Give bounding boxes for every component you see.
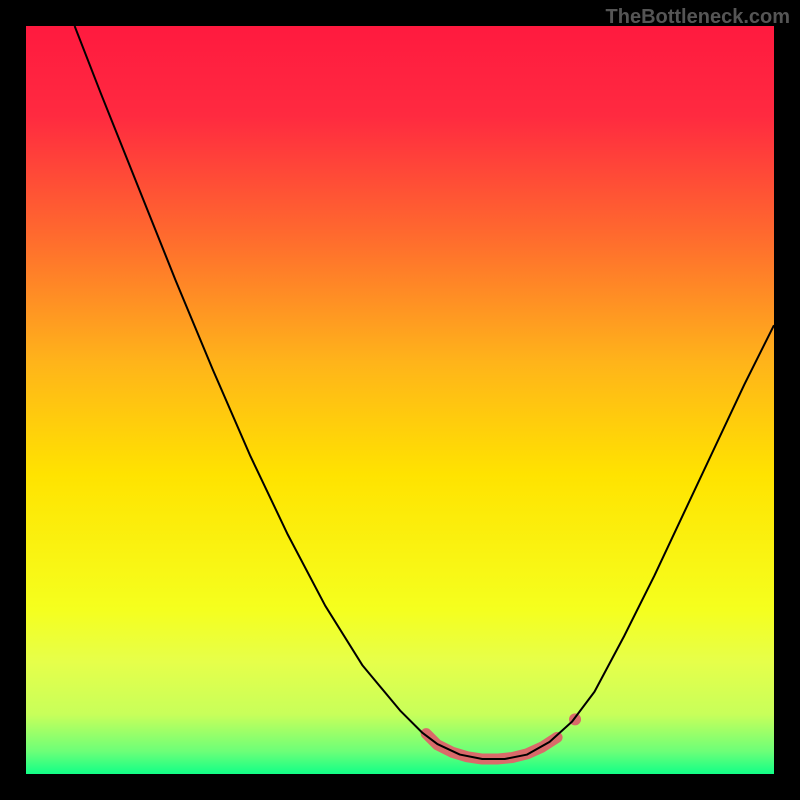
- chart-container: [26, 26, 774, 774]
- chart-background: [26, 26, 774, 774]
- watermark-text: TheBottleneck.com: [606, 6, 790, 29]
- bottleneck-curve-chart: [26, 26, 774, 774]
